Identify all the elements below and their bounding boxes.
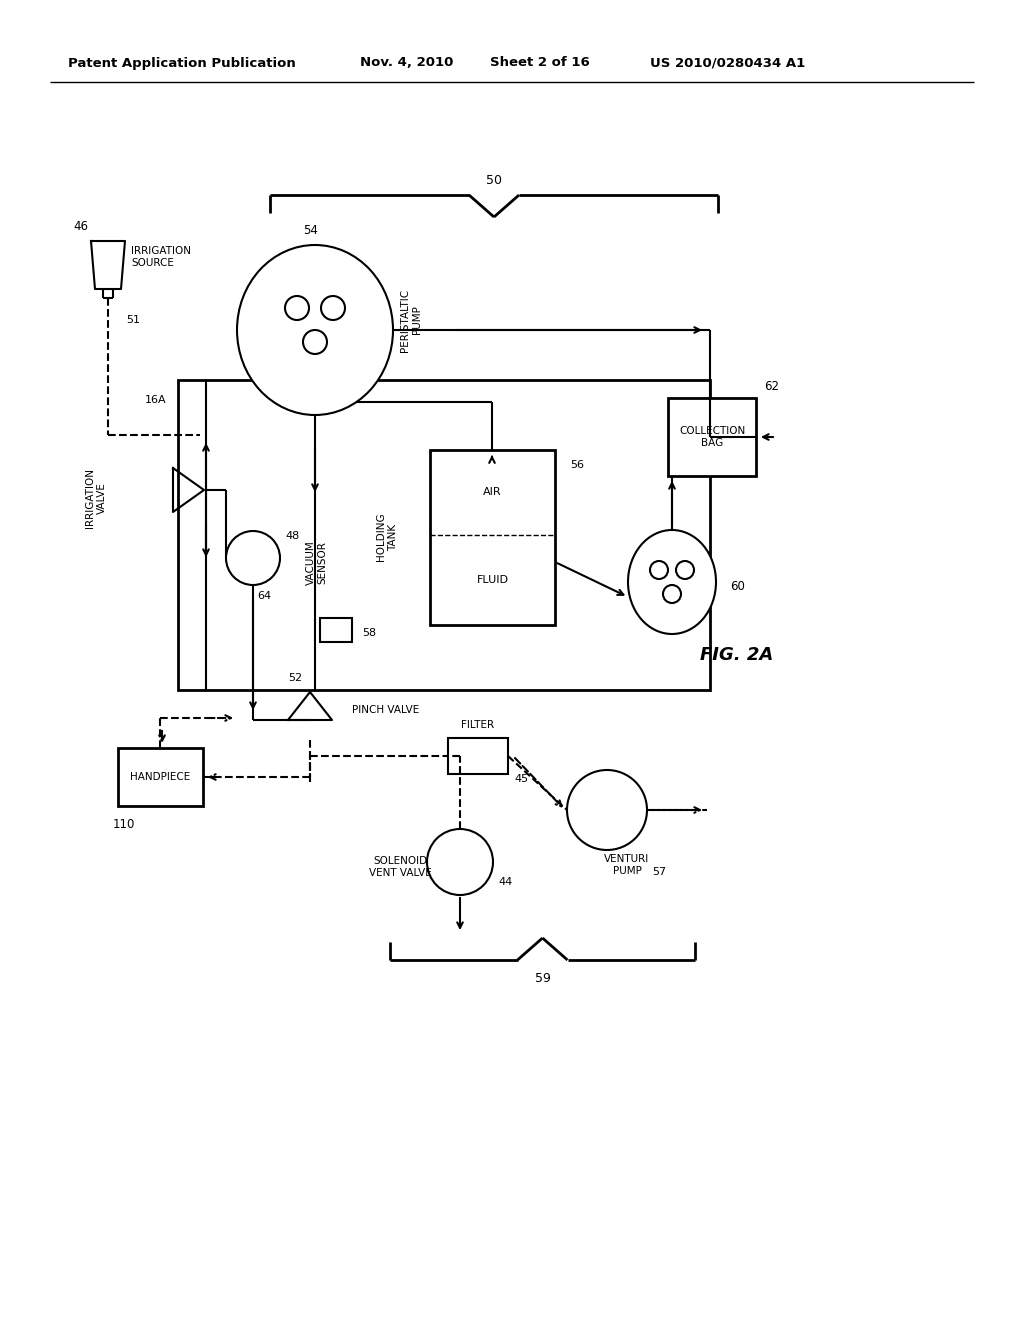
Bar [668, 399, 756, 477]
Circle shape [650, 561, 668, 579]
Circle shape [663, 585, 681, 603]
Text: FILTER: FILTER [462, 719, 495, 730]
Text: HANDPIECE: HANDPIECE [130, 772, 190, 781]
Text: HOLDING
TANK: HOLDING TANK [376, 512, 397, 561]
Text: PERISTALTIC
PUMP: PERISTALTIC PUMP [400, 289, 422, 351]
Text: 45: 45 [514, 774, 528, 784]
Circle shape [567, 770, 647, 850]
Text: 52: 52 [288, 673, 302, 682]
Ellipse shape [628, 531, 716, 634]
Text: 62: 62 [764, 380, 779, 392]
Bar [319, 618, 352, 642]
Text: Nov. 4, 2010: Nov. 4, 2010 [360, 57, 454, 70]
Circle shape [285, 296, 309, 319]
Text: AIR: AIR [483, 487, 502, 498]
Text: COLLECTION
BAG: COLLECTION BAG [679, 426, 745, 447]
Text: 60: 60 [730, 581, 744, 594]
Text: PINCH VALVE: PINCH VALVE [352, 705, 419, 715]
Text: FIG. 2A: FIG. 2A [700, 645, 773, 664]
Text: IRRIGATION
SOURCE: IRRIGATION SOURCE [131, 247, 191, 268]
Text: Sheet 2 of 16: Sheet 2 of 16 [490, 57, 590, 70]
Text: 16A: 16A [144, 395, 166, 405]
Circle shape [226, 531, 280, 585]
Text: SOLENOID
VENT VALVE: SOLENOID VENT VALVE [369, 857, 431, 878]
Ellipse shape [237, 246, 393, 414]
Text: 46: 46 [74, 220, 88, 234]
Text: 110: 110 [113, 817, 135, 830]
Circle shape [303, 330, 327, 354]
Text: VENTURI
PUMP: VENTURI PUMP [604, 854, 649, 875]
Text: 57: 57 [652, 867, 667, 876]
Bar [118, 748, 203, 807]
Text: 50: 50 [486, 174, 502, 187]
Text: US 2010/0280434 A1: US 2010/0280434 A1 [650, 57, 805, 70]
Bar [449, 738, 508, 774]
Bar [178, 380, 710, 690]
Text: 48: 48 [285, 531, 299, 541]
Text: 59: 59 [535, 972, 551, 985]
Text: 51: 51 [126, 315, 140, 325]
Text: VACUUM
SENSOR: VACUUM SENSOR [306, 541, 328, 585]
Circle shape [427, 829, 493, 895]
Circle shape [676, 561, 694, 579]
Text: FLUID: FLUID [476, 576, 509, 585]
Circle shape [321, 296, 345, 319]
Text: Patent Application Publication: Patent Application Publication [68, 57, 296, 70]
Bar [430, 450, 555, 624]
Text: 56: 56 [570, 459, 584, 470]
Text: 64: 64 [257, 591, 271, 601]
Text: IRRIGATION
VALVE: IRRIGATION VALVE [85, 469, 106, 528]
Text: 44: 44 [498, 876, 512, 887]
Text: 58: 58 [362, 628, 376, 638]
Text: 54: 54 [303, 223, 317, 236]
